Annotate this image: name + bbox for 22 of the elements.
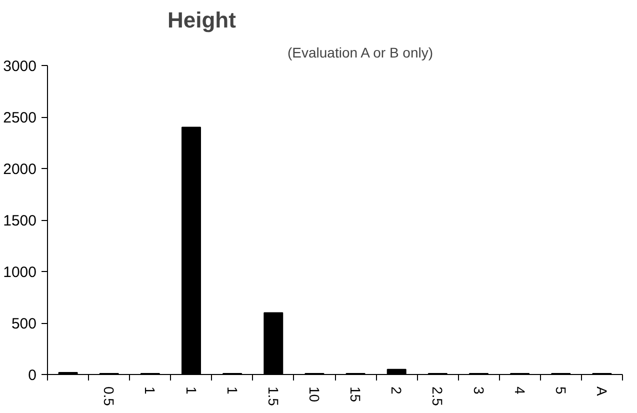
x-tick-label: 1.5 [265,386,282,406]
x-tick-label: 5 [552,386,569,394]
y-tick-label: 1000 [3,264,37,281]
x-tick-label: 10 [306,386,322,402]
x-tick-label: 2.5 [430,386,446,406]
y-tick-label: 500 [11,316,37,332]
x-tick-label: 1 [224,386,240,394]
y-tick-label: 0 [28,367,36,384]
y-tick-label: 2500 [3,110,37,126]
x-tick-label: 1 [183,386,200,394]
x-tick-label: 3 [470,386,487,394]
y-tick-label: 1500 [3,212,37,230]
x-tick-label: 0.5 [101,386,118,406]
chart-title: Height [168,8,237,32]
x-tick-label: 4 [512,386,528,394]
x-tick-label: A [594,386,610,396]
x-tick-label: 1 [142,386,158,394]
x-tick-label: 2 [388,386,405,394]
x-tick-label: 15 [348,386,364,402]
y-tick-label: 3000 [3,58,37,75]
y-tick-label: 2000 [3,161,37,178]
chart-subtitle: (Evaluation A or B only) [288,44,434,60]
